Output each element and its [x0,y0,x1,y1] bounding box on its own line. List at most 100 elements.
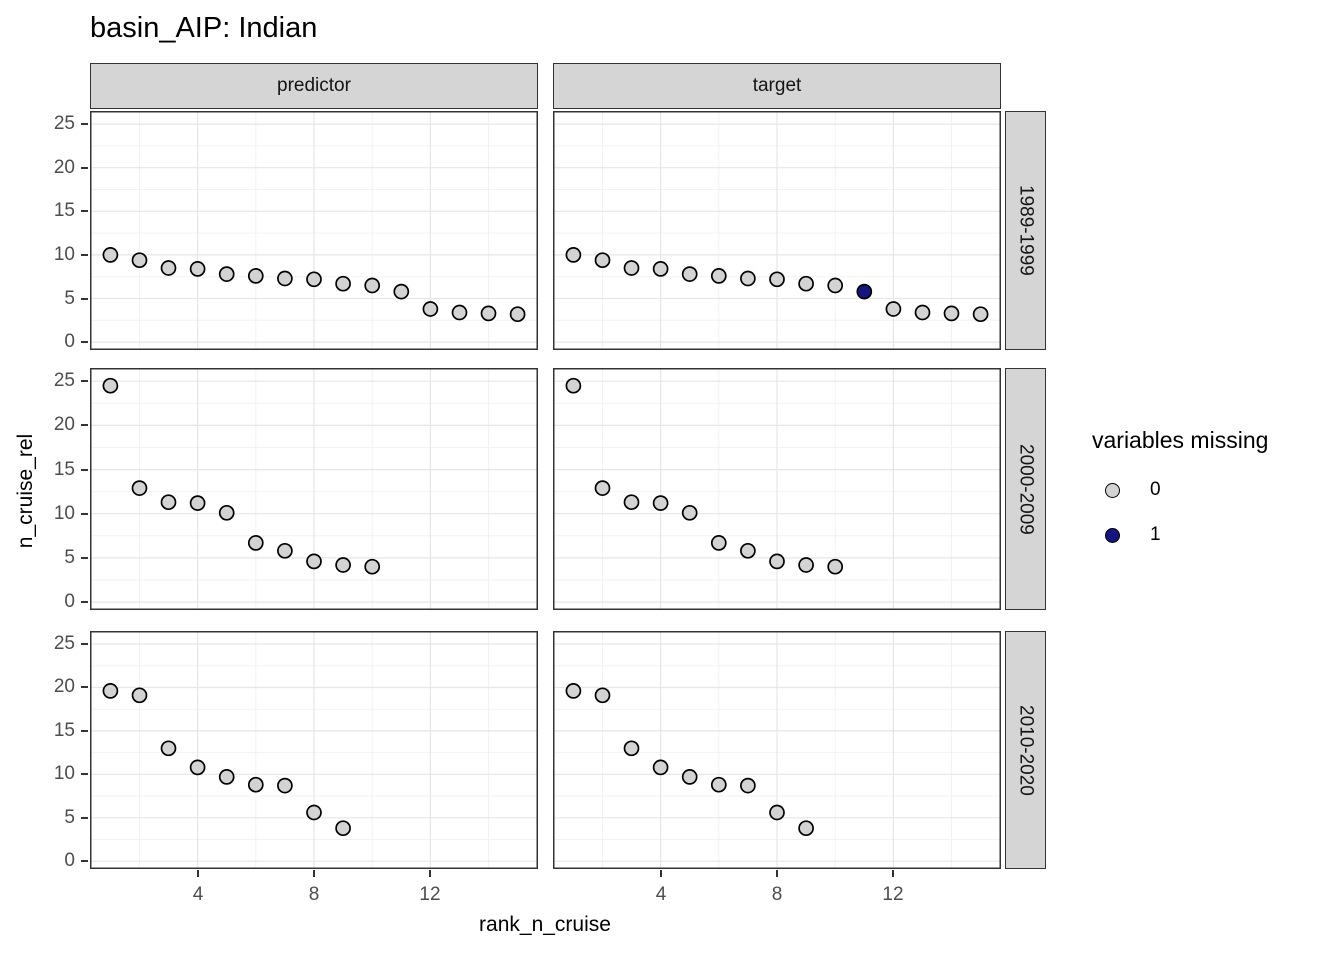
x-tick-label: 4 [655,884,667,905]
y-tick-label: 5 [64,288,75,309]
data-point [335,275,351,292]
x-tick-label: 12 [882,884,904,905]
data-point [623,740,640,757]
data-point [710,535,727,551]
data-point [594,252,611,269]
y-tick-mark [81,424,88,426]
data-point [509,306,526,323]
data-point [218,266,235,282]
panel-svg [553,631,1001,869]
data-point [681,266,698,282]
x-tick-mark [313,870,315,877]
y-tick-label: 20 [53,157,75,178]
panel-border [553,631,1001,869]
legend-title: variables missing [1092,427,1269,453]
facet-row-strip-2000-2009: 2000-2009 [1005,368,1046,610]
x-tick-mark [892,870,894,877]
y-tick-label: 5 [64,547,75,568]
data-point [769,804,785,821]
data-point [914,304,931,321]
y-tick-mark [81,860,88,862]
data-point [769,553,785,570]
panel-svg [90,368,538,610]
y-tick-mark [81,557,88,559]
data-point [160,740,177,757]
x-tick-label: 8 [771,884,783,905]
panel-predictor-2010-2020 [90,631,538,874]
y-tick-label: 0 [64,591,75,612]
plot-title: basin_AIP: Indian [90,12,318,44]
data-point [160,260,177,276]
y-tick-mark [81,773,88,775]
y-tick-mark [81,254,88,256]
data-point [856,283,873,300]
y-tick-label: 5 [64,807,75,828]
y-tick-label: 0 [64,850,75,871]
legend-item-1: 1 [1092,519,1342,551]
data-point [681,769,698,785]
y-tick-label: 25 [53,370,75,391]
panel-svg [90,631,538,869]
data-point [480,305,497,322]
data-point [972,306,989,323]
data-point [740,542,756,559]
x-tick-label: 12 [419,884,441,905]
y-tick-mark [81,210,88,212]
y-tick-mark [81,123,88,125]
data-point [623,260,640,276]
data-point [652,495,669,511]
y-tick-label: 10 [53,763,75,784]
y-tick-label: 25 [53,633,75,654]
legend-item-label: 0 [1150,479,1161,500]
data-point [277,542,293,559]
data-point [943,305,960,322]
x-tick-mark [197,870,199,877]
data-point [565,377,582,394]
data-point [451,304,468,321]
x-tick-label: 8 [308,884,320,905]
data-point [131,480,148,496]
y-tick-label: 20 [53,676,75,697]
y-tick-label: 0 [64,331,75,352]
y-tick-label: 10 [53,503,75,524]
data-point [710,776,727,793]
data-point [740,777,756,794]
data-point [247,268,264,284]
facet-row-strip-1989-1999: 1989-1999 [1005,111,1046,350]
panel-border [90,368,538,610]
y-tick-mark [81,341,88,343]
data-point [277,777,293,794]
data-point [769,271,785,288]
x-tick-mark [429,870,431,877]
panel-svg [90,111,538,350]
data-point [681,504,698,521]
panel-predictor-1989-1999 [90,111,538,355]
data-point [565,247,582,263]
y-tick-mark [81,817,88,819]
y-tick-mark [81,686,88,688]
panel-border [553,111,1001,350]
data-point [798,275,814,292]
data-point [218,769,235,785]
data-point [335,820,351,837]
y-tick-mark [81,469,88,471]
legend-key-circle-icon [1105,527,1120,543]
y-tick-label: 20 [53,414,75,435]
panel-svg [553,111,1001,350]
data-point [885,301,902,317]
data-point [798,820,814,837]
y-tick-label: 15 [53,200,75,221]
data-point [827,558,844,575]
y-tick-label: 25 [53,113,75,134]
data-point [335,557,351,573]
data-point [306,271,322,288]
data-point [218,504,235,521]
x-tick-label: 4 [192,884,204,905]
data-point [131,687,148,704]
data-point [189,261,206,277]
legend-item-label: 1 [1150,524,1161,545]
data-point [393,283,410,300]
x-tick-mark [660,870,662,877]
